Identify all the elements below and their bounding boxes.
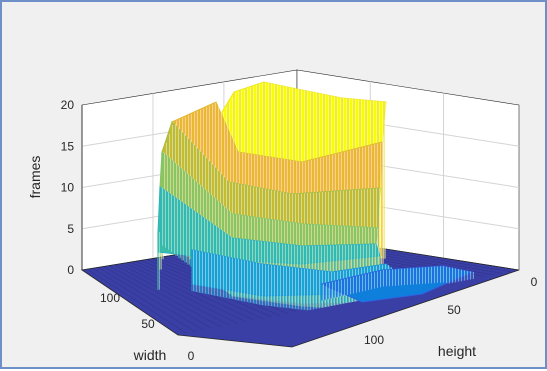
floor-mesh-line (92, 268, 196, 332)
floor-mesh-line (98, 267, 204, 331)
tick-label: 0 (531, 275, 538, 289)
floor-mesh-line (108, 265, 221, 328)
floor-mesh-line (114, 264, 230, 326)
surface-mesh (157, 81, 474, 311)
surface-level-2 (320, 265, 474, 303)
tick-label: 100 (364, 333, 384, 347)
tick-label: 0 (67, 263, 74, 277)
y-axis-label: height (438, 343, 476, 359)
tick-labels: 0 5 10 15 20 100 50 0 0 50 100 (61, 98, 538, 363)
tick-label: 5 (67, 222, 74, 236)
tick-label: 50 (447, 303, 461, 317)
floor-mesh-line (87, 268, 187, 334)
z-axis-label: frames (27, 156, 43, 199)
tick-label: 50 (141, 317, 155, 331)
floor-mesh-line (124, 262, 247, 323)
tick-label: 10 (61, 181, 75, 195)
tick-label: 0 (188, 349, 195, 363)
tick-label: 20 (61, 98, 75, 112)
tick-label: 15 (61, 139, 75, 153)
tick-label: 100 (100, 291, 120, 305)
floor-mesh-line (103, 266, 213, 329)
floor-mesh-line (119, 263, 238, 324)
x-axis-label: width (133, 347, 167, 363)
